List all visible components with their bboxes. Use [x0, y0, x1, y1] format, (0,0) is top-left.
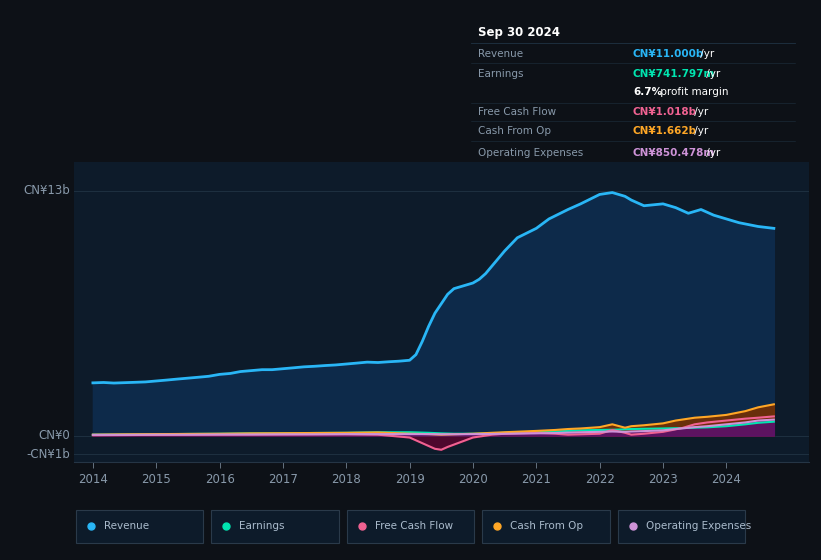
Text: Cash From Op: Cash From Op [478, 127, 551, 137]
Text: Operating Expenses: Operating Expenses [646, 521, 751, 531]
Text: Revenue: Revenue [103, 521, 149, 531]
Text: Operating Expenses: Operating Expenses [478, 148, 584, 158]
Text: profit margin: profit margin [657, 87, 728, 97]
Text: Earnings: Earnings [478, 68, 524, 78]
Text: /yr: /yr [690, 127, 708, 137]
Text: Sep 30 2024: Sep 30 2024 [478, 26, 560, 39]
Text: 6.7%: 6.7% [633, 87, 662, 97]
FancyBboxPatch shape [212, 510, 338, 543]
Text: Earnings: Earnings [240, 521, 285, 531]
Text: CN¥13b: CN¥13b [24, 184, 71, 197]
Text: -CN¥1b: -CN¥1b [26, 448, 71, 461]
Text: Free Cash Flow: Free Cash Flow [478, 106, 557, 116]
Text: /yr: /yr [704, 148, 721, 158]
FancyBboxPatch shape [482, 510, 609, 543]
FancyBboxPatch shape [76, 510, 203, 543]
Text: Free Cash Flow: Free Cash Flow [374, 521, 453, 531]
FancyBboxPatch shape [617, 510, 745, 543]
Text: CN¥1.018b: CN¥1.018b [633, 106, 697, 116]
FancyBboxPatch shape [347, 510, 475, 543]
Text: Revenue: Revenue [478, 49, 523, 59]
Text: /yr: /yr [690, 106, 708, 116]
Text: /yr: /yr [697, 49, 714, 59]
Text: CN¥741.797m: CN¥741.797m [633, 68, 715, 78]
Text: CN¥11.000b: CN¥11.000b [633, 49, 704, 59]
Text: CN¥1.662b: CN¥1.662b [633, 127, 697, 137]
Text: Cash From Op: Cash From Op [510, 521, 583, 531]
Text: CN¥0: CN¥0 [39, 429, 71, 442]
Text: /yr: /yr [704, 68, 721, 78]
Text: CN¥850.478m: CN¥850.478m [633, 148, 715, 158]
